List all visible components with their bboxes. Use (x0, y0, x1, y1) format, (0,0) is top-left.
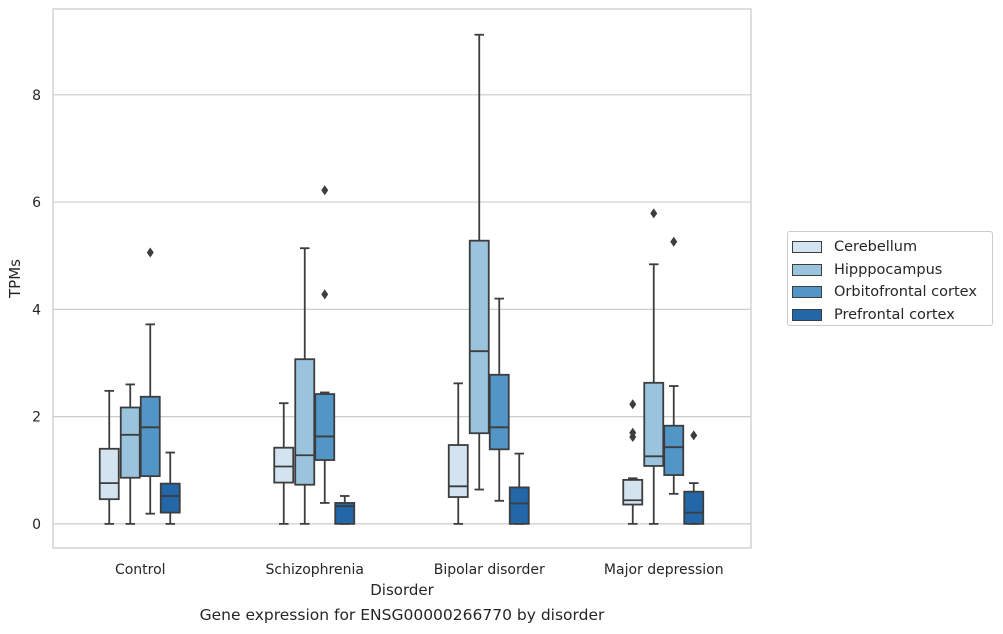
x-tick-label: Schizophrenia (266, 562, 364, 578)
outlier-point (321, 289, 329, 300)
outlier-point (690, 430, 698, 441)
box-cerebellum (447, 382, 469, 525)
x-tick-label: Control (115, 562, 166, 578)
box-prefrontal-cortex (683, 430, 705, 525)
box-iqr (508, 486, 530, 525)
x-tick-label: Major depression (604, 562, 724, 578)
box-orbitofrontal-cortex (314, 185, 336, 504)
box-cerebellum (622, 399, 644, 525)
legend-label: Cerebellum (834, 239, 918, 256)
box-prefrontal-cortex (159, 451, 181, 525)
legend-swatch-hippocampus (792, 263, 822, 276)
plot-frame (52, 8, 752, 549)
box-hipppocampus (643, 208, 665, 525)
legend-item-hippocampus: Hipppocampus (792, 259, 992, 282)
outlier-point (629, 431, 637, 442)
box-hipppocampus (294, 247, 316, 525)
box-hipppocampus (119, 383, 141, 525)
y-tick-label: 0 (32, 517, 41, 533)
box-iqr (294, 358, 316, 486)
box-prefrontal-cortex (334, 495, 356, 525)
box-iqr (683, 490, 705, 525)
box-hipppocampus (468, 33, 490, 491)
box-iqr (159, 482, 181, 514)
outlier-point (146, 247, 154, 258)
y-tick-label: 2 (32, 410, 41, 426)
box-iqr (139, 395, 161, 478)
box-iqr (663, 424, 685, 476)
box-iqr (273, 446, 295, 484)
x-axis-label: Disorder (370, 581, 434, 599)
legend-swatch-orbitofrontal-cortex (792, 286, 822, 299)
legend-swatch-cerebellum (792, 241, 822, 254)
y-tick-label: 4 (32, 302, 41, 318)
y-tick-label: 8 (32, 88, 41, 104)
legend-label: Hipppocampus (834, 261, 943, 278)
box-iqr (643, 381, 665, 467)
box-iqr (488, 373, 510, 451)
legend-label: Orbitofrontal cortex (834, 284, 977, 301)
box-prefrontal-cortex (508, 452, 530, 525)
box-iqr (468, 239, 490, 435)
boxes (98, 33, 705, 525)
box-iqr (447, 444, 469, 498)
y-tick-labels: 0 2 4 6 8 (32, 88, 41, 533)
figure-caption: Gene expression for ENSG00000266770 by d… (199, 606, 605, 624)
legend-swatch-prefrontal-cortex (792, 308, 822, 321)
box-cerebellum (98, 389, 120, 525)
legend-item-prefrontal-cortex: Prefrontal cortex (792, 304, 992, 327)
legend-item-cerebellum: Cerebellum (792, 236, 992, 259)
box-cerebellum (273, 402, 295, 525)
box-iqr (98, 447, 120, 501)
legend-label: Prefrontal cortex (834, 306, 955, 323)
box-iqr (119, 406, 141, 479)
x-tick-label: Bipolar disorder (434, 562, 545, 578)
box-orbitofrontal-cortex (663, 236, 685, 495)
legend-item-orbitofrontal-cortex: Orbitofrontal cortex (792, 281, 992, 304)
box-iqr (334, 502, 356, 525)
outlier-point (670, 236, 678, 247)
box-iqr (314, 393, 336, 461)
outlier-point (650, 208, 658, 219)
outlier-point (629, 399, 637, 410)
box-orbitofrontal-cortex (139, 247, 161, 515)
outlier-point (321, 185, 329, 196)
y-axis-label: TPMs (6, 259, 24, 299)
x-tick-labels: Control Schizophrenia Bipolar disorder Majo… (115, 562, 724, 578)
box-iqr (622, 478, 644, 506)
box-orbitofrontal-cortex (488, 297, 510, 502)
legend: Cerebellum Hipppocampus Orbitofrontal co… (787, 231, 993, 326)
y-tick-label: 6 (32, 195, 41, 211)
